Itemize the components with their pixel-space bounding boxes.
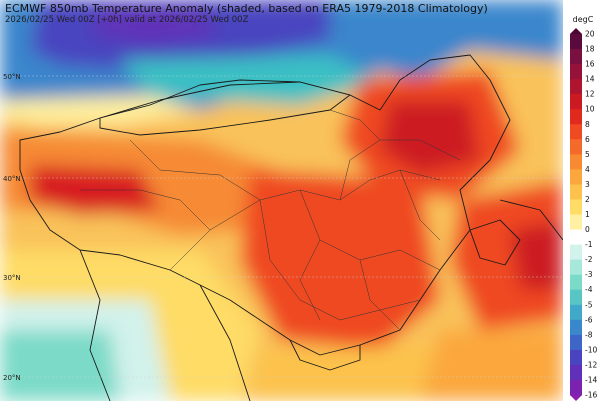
colorbar-tick-label: -8	[585, 330, 593, 339]
colorbar-swatch	[570, 229, 582, 246]
colorbar-tick-label: 8	[585, 120, 590, 129]
colorbar-swatch	[570, 139, 582, 155]
colorbar-swatch	[570, 124, 582, 140]
lat-label-50n: 50°N	[3, 73, 21, 81]
colorbar-swatch	[570, 349, 582, 366]
colorbar-swatch	[570, 34, 582, 50]
colorbar-tick-label: -16	[585, 391, 597, 400]
temperature-anomaly-map	[0, 0, 563, 401]
colorbar-tick-label: 6	[585, 135, 590, 144]
colorbar-tick-label: -1	[585, 240, 593, 249]
colorbar-swatch	[570, 319, 582, 336]
colorbar-swatch	[570, 274, 582, 291]
colorbar-swatch	[570, 214, 582, 231]
colorbar-tick-label: 5	[585, 150, 590, 159]
province-borders	[80, 109, 461, 331]
map-title: ECMWF 850mb Temperature Anomaly (shaded,…	[5, 2, 488, 15]
colorbar-tick-label: -14	[585, 375, 597, 384]
colorbar-tick-label: -3	[585, 270, 593, 279]
colorbar-swatch	[570, 184, 582, 200]
lat-label-20n: 20°N	[3, 374, 21, 382]
colorbar-tick-label: 0	[585, 225, 590, 234]
colorbar-tick-label: 12	[585, 90, 595, 99]
colorbar-tick-label: -4	[585, 285, 593, 294]
colorbar-swatch	[570, 64, 582, 80]
colorbar-tick-label: -5	[585, 300, 593, 309]
colorbar-tick-label: 20	[585, 30, 595, 39]
colorbar-swatch	[570, 364, 582, 381]
colorbar-swatch	[570, 304, 582, 321]
colorbar-tick-label: 18	[585, 45, 595, 54]
colorbar-swatch	[570, 199, 582, 215]
colorbar-swatch	[570, 94, 582, 110]
colorbar-swatch	[570, 169, 582, 185]
colorbar-tick-label: 2	[585, 195, 590, 204]
colorbar-swatch	[570, 289, 582, 306]
colorbar-tick-label: -10	[585, 345, 597, 354]
colorbar-swatch	[570, 244, 582, 261]
colorbar-swatch	[570, 109, 582, 125]
anomaly-shading	[0, 0, 563, 401]
colorbar-unit: degC	[572, 15, 594, 24]
colorbar: 20181614121086543210-1-2-3-4-5-6-8-10-12…	[570, 28, 597, 401]
colorbar-swatch	[570, 79, 582, 95]
colorbar-tick-label: 10	[585, 105, 595, 114]
colorbar-swatch	[570, 49, 582, 65]
colorbar-tick-label: 3	[585, 180, 590, 189]
colorbar-cap-top	[570, 28, 582, 34]
colorbar-tick-label: 1	[585, 210, 590, 219]
colorbar-swatch	[570, 334, 582, 351]
colorbar-tick-label: 14	[585, 75, 595, 84]
colorbar-swatch	[570, 259, 582, 276]
lat-label-30n: 30°N	[3, 274, 21, 282]
colorbar-tick-label: 4	[585, 165, 590, 174]
colorbar-tick-label: -12	[585, 360, 597, 369]
map-valid-time: 2026/02/25 Wed 00Z [+0h] valid at 2026/0…	[5, 15, 249, 25]
latitude-lines	[0, 75, 563, 378]
colorbar-swatch	[570, 379, 582, 396]
colorbar-tick-label: 16	[585, 60, 595, 69]
colorbar-cap-bottom	[570, 395, 582, 401]
colorbar-tick-label: -2	[585, 255, 593, 264]
lat-label-40n: 40°N	[3, 175, 21, 183]
colorbar-tick-label: -6	[585, 315, 593, 324]
colorbar-swatch	[570, 154, 582, 170]
